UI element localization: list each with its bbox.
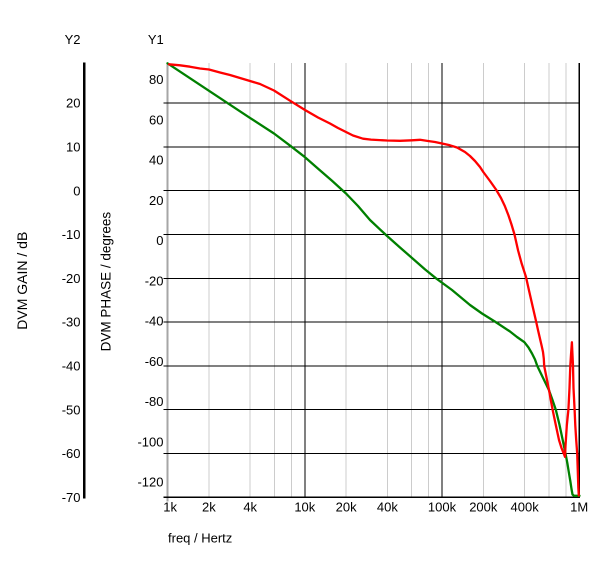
svg-text:100k: 100k	[428, 500, 457, 515]
svg-text:Y1: Y1	[148, 32, 164, 47]
svg-text:1k: 1k	[163, 500, 177, 515]
svg-text:-10: -10	[62, 227, 81, 242]
svg-text:-20: -20	[145, 273, 164, 288]
svg-text:-120: -120	[137, 475, 163, 490]
svg-text:-80: -80	[145, 394, 164, 409]
svg-text:2k: 2k	[202, 500, 216, 515]
svg-text:-60: -60	[145, 354, 164, 369]
svg-text:80: 80	[149, 72, 163, 87]
svg-text:20: 20	[66, 96, 80, 111]
svg-text:-40: -40	[62, 359, 81, 374]
svg-text:60: 60	[149, 112, 163, 127]
svg-text:-40: -40	[145, 314, 164, 329]
svg-text:40k: 40k	[377, 500, 398, 515]
svg-text:freq / Hertz: freq / Hertz	[168, 531, 232, 546]
svg-text:-20: -20	[62, 271, 81, 286]
svg-text:20: 20	[149, 193, 163, 208]
svg-text:20k: 20k	[336, 500, 357, 515]
svg-text:0: 0	[73, 183, 80, 198]
svg-text:0: 0	[156, 233, 163, 248]
svg-text:-100: -100	[137, 434, 163, 449]
svg-text:Y2: Y2	[65, 32, 81, 47]
svg-text:DVM GAIN / dB: DVM GAIN / dB	[14, 232, 30, 330]
svg-text:-50: -50	[62, 402, 81, 417]
svg-text:40: 40	[149, 153, 163, 168]
svg-text:4k: 4k	[243, 500, 257, 515]
svg-text:DVM PHASE / degrees: DVM PHASE / degrees	[99, 212, 114, 352]
svg-text:1M: 1M	[570, 500, 588, 515]
svg-text:10k: 10k	[294, 500, 315, 515]
svg-text:400k: 400k	[511, 500, 540, 515]
svg-text:200k: 200k	[469, 500, 498, 515]
svg-text:-60: -60	[62, 446, 81, 461]
svg-text:-70: -70	[62, 490, 81, 505]
svg-text:10: 10	[66, 140, 80, 155]
svg-text:-30: -30	[62, 315, 81, 330]
